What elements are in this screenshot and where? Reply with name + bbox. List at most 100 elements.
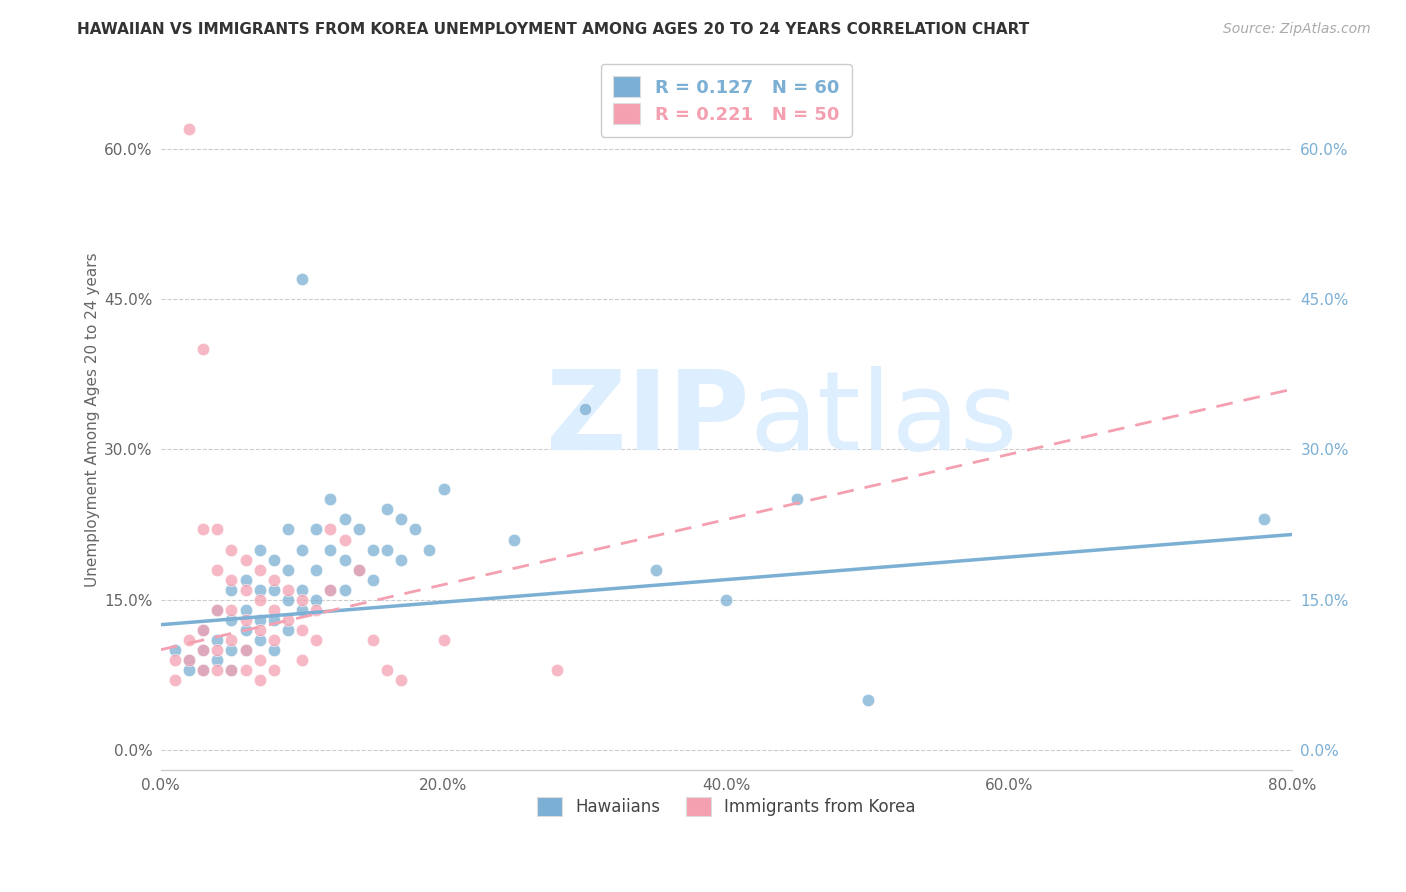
Point bbox=[333, 582, 356, 597]
Point bbox=[263, 552, 285, 566]
Point bbox=[235, 623, 257, 637]
Legend: Hawaiians, Immigrants from Korea: Hawaiians, Immigrants from Korea bbox=[529, 789, 924, 825]
Point bbox=[291, 272, 314, 286]
Point bbox=[432, 632, 454, 647]
Point bbox=[389, 552, 412, 566]
Point bbox=[305, 602, 328, 616]
Point bbox=[347, 563, 370, 577]
Point bbox=[319, 492, 342, 507]
Point bbox=[249, 542, 271, 557]
Text: ZIP: ZIP bbox=[546, 366, 749, 473]
Point bbox=[235, 613, 257, 627]
Point bbox=[207, 563, 229, 577]
Point bbox=[291, 542, 314, 557]
Point bbox=[177, 121, 200, 136]
Point bbox=[347, 563, 370, 577]
Point bbox=[1253, 512, 1275, 526]
Point bbox=[319, 523, 342, 537]
Point bbox=[263, 613, 285, 627]
Point bbox=[333, 512, 356, 526]
Point bbox=[191, 642, 214, 657]
Point bbox=[333, 552, 356, 566]
Point bbox=[235, 582, 257, 597]
Point bbox=[574, 402, 596, 417]
Point bbox=[786, 492, 808, 507]
Point bbox=[235, 663, 257, 677]
Point bbox=[418, 542, 440, 557]
Point bbox=[249, 613, 271, 627]
Point bbox=[361, 542, 384, 557]
Point bbox=[546, 663, 568, 677]
Point bbox=[263, 663, 285, 677]
Point bbox=[207, 632, 229, 647]
Point bbox=[305, 523, 328, 537]
Point bbox=[503, 533, 526, 547]
Text: Source: ZipAtlas.com: Source: ZipAtlas.com bbox=[1223, 22, 1371, 37]
Point bbox=[191, 663, 214, 677]
Point bbox=[221, 663, 243, 677]
Point bbox=[221, 663, 243, 677]
Point bbox=[263, 573, 285, 587]
Point bbox=[207, 602, 229, 616]
Point bbox=[191, 642, 214, 657]
Point bbox=[177, 653, 200, 667]
Point bbox=[856, 693, 879, 707]
Point bbox=[361, 632, 384, 647]
Point bbox=[263, 602, 285, 616]
Point bbox=[404, 523, 426, 537]
Text: atlas: atlas bbox=[749, 366, 1018, 473]
Point bbox=[177, 663, 200, 677]
Point bbox=[221, 613, 243, 627]
Point bbox=[277, 523, 299, 537]
Point bbox=[291, 602, 314, 616]
Point bbox=[177, 653, 200, 667]
Point bbox=[432, 483, 454, 497]
Text: HAWAIIAN VS IMMIGRANTS FROM KOREA UNEMPLOYMENT AMONG AGES 20 TO 24 YEARS CORRELA: HAWAIIAN VS IMMIGRANTS FROM KOREA UNEMPL… bbox=[77, 22, 1029, 37]
Point bbox=[319, 582, 342, 597]
Point bbox=[163, 653, 186, 667]
Point bbox=[191, 623, 214, 637]
Point bbox=[375, 663, 398, 677]
Point bbox=[163, 673, 186, 687]
Point bbox=[277, 623, 299, 637]
Point bbox=[389, 673, 412, 687]
Point bbox=[207, 653, 229, 667]
Point bbox=[716, 592, 738, 607]
Point bbox=[291, 592, 314, 607]
Point bbox=[347, 523, 370, 537]
Point bbox=[191, 623, 214, 637]
Point bbox=[207, 642, 229, 657]
Point bbox=[249, 623, 271, 637]
Point bbox=[291, 582, 314, 597]
Point bbox=[644, 563, 666, 577]
Point bbox=[263, 642, 285, 657]
Point bbox=[191, 523, 214, 537]
Point bbox=[221, 632, 243, 647]
Point bbox=[221, 642, 243, 657]
Point bbox=[333, 533, 356, 547]
Y-axis label: Unemployment Among Ages 20 to 24 years: Unemployment Among Ages 20 to 24 years bbox=[86, 252, 100, 587]
Point bbox=[221, 573, 243, 587]
Point bbox=[249, 563, 271, 577]
Point bbox=[177, 632, 200, 647]
Point bbox=[207, 602, 229, 616]
Point bbox=[263, 632, 285, 647]
Point bbox=[235, 573, 257, 587]
Point bbox=[249, 582, 271, 597]
Point bbox=[249, 673, 271, 687]
Point bbox=[249, 653, 271, 667]
Point bbox=[163, 642, 186, 657]
Point bbox=[291, 653, 314, 667]
Point bbox=[249, 632, 271, 647]
Point bbox=[277, 582, 299, 597]
Point bbox=[305, 563, 328, 577]
Point bbox=[277, 613, 299, 627]
Point bbox=[277, 592, 299, 607]
Point bbox=[221, 542, 243, 557]
Point bbox=[305, 632, 328, 647]
Point bbox=[249, 592, 271, 607]
Point bbox=[277, 563, 299, 577]
Point bbox=[375, 542, 398, 557]
Point bbox=[305, 592, 328, 607]
Point bbox=[361, 573, 384, 587]
